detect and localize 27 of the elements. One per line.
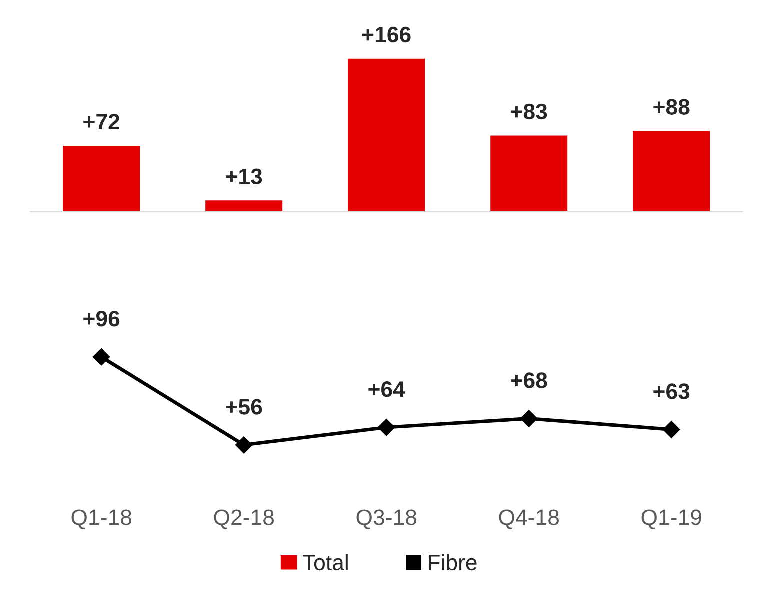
point [93,348,110,366]
bar [346,57,426,212]
legend-label: Fibre [428,554,477,571]
point [663,421,680,438]
x-tick-label: Q2-18 [214,510,274,530]
point [520,410,538,428]
bar [632,130,712,212]
data-label: +96 [84,311,120,327]
x-tick-label: Q1-19 [642,510,702,530]
bar [62,144,142,212]
x-tick-label: Q1-18 [72,510,132,530]
data-label: +56 [226,399,262,415]
data-label: +68 [511,372,548,388]
x-tick-label: Q3-18 [356,510,416,530]
data-label: +72 [84,114,120,130]
data-label: +64 [368,381,406,398]
data-label: +13 [226,168,262,184]
point [236,436,253,454]
data-label: +88 [654,99,690,115]
bar [489,134,569,212]
x-tick-label: Q4-18 [499,510,559,530]
data-label: +166 [362,26,411,43]
point [378,418,396,436]
data-label: +63 [654,384,690,400]
data-label: +83 [511,104,548,120]
bar [204,199,284,212]
legend-label: Total [302,554,348,571]
